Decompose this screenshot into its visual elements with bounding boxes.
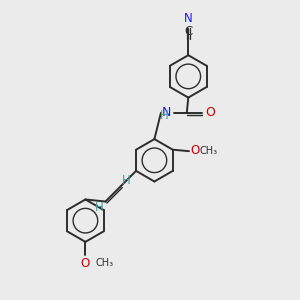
Text: CH₃: CH₃ xyxy=(200,146,218,156)
Text: N: N xyxy=(184,12,193,26)
Text: N: N xyxy=(162,106,172,119)
Text: O: O xyxy=(205,106,214,119)
Text: CH₃: CH₃ xyxy=(96,258,114,268)
Text: O: O xyxy=(81,257,90,270)
Text: H: H xyxy=(160,109,169,122)
Text: H: H xyxy=(122,174,131,187)
Text: O: O xyxy=(190,144,200,157)
Text: C: C xyxy=(184,25,192,38)
Text: H: H xyxy=(95,201,104,214)
